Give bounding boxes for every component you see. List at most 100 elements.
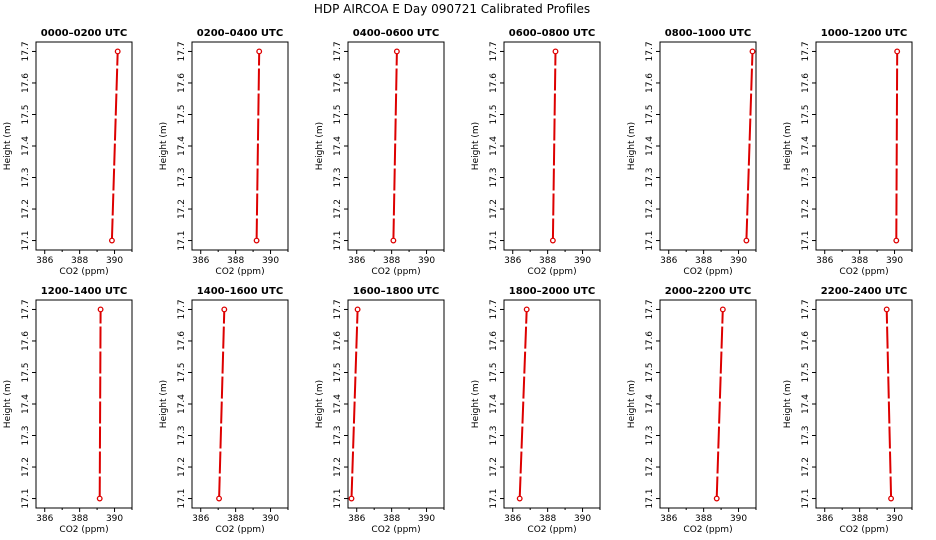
y-tick-label: 17.5 bbox=[801, 362, 811, 382]
x-axis-label: CO2 (ppm) bbox=[59, 267, 108, 277]
y-axis-label: Height (m) bbox=[783, 122, 793, 170]
figure-title: HDP AIRCOA E Day 090721 Calibrated Profi… bbox=[314, 2, 590, 16]
x-tick-label: 390 bbox=[262, 514, 279, 524]
y-tick-label: 17.5 bbox=[489, 362, 499, 382]
y-tick-label: 17.3 bbox=[21, 167, 31, 187]
x-axis-label: CO2 (ppm) bbox=[683, 267, 732, 277]
y-tick-label: 17.4 bbox=[21, 394, 31, 414]
y-tick-label: 17.1 bbox=[21, 489, 31, 509]
y-tick-label: 17.7 bbox=[801, 299, 811, 319]
panel-7: 1200–1400 UTC 386 388 390 17.1 17.2 17.3 17.4 17… bbox=[3, 286, 133, 535]
y-tick-label: 17.3 bbox=[177, 167, 187, 187]
y-tick-label: 17.5 bbox=[177, 362, 187, 382]
y-tick-label: 17.7 bbox=[333, 299, 343, 319]
y-axis-label: Height (m) bbox=[159, 380, 169, 428]
y-tick-label: 17.6 bbox=[333, 73, 343, 93]
panel-5: 0800–1000 UTC 386 388 390 17.1 17.2 17.3 17.4 17… bbox=[627, 28, 757, 277]
y-tick-label: 17.6 bbox=[645, 73, 655, 93]
profile-point bbox=[894, 48, 901, 55]
profile-point bbox=[743, 237, 750, 244]
panel-title: 1000–1200 UTC bbox=[821, 28, 907, 39]
y-tick-label: 17.4 bbox=[333, 136, 343, 156]
panel-8: 1400–1600 UTC 386 388 390 17.1 17.2 17.3 17.4 17… bbox=[159, 286, 289, 535]
panel-10: 1800–2000 UTC 386 388 390 17.1 17.2 17.3 17.4 17… bbox=[471, 286, 601, 535]
x-tick-label: 390 bbox=[574, 256, 591, 266]
plot-frame bbox=[659, 41, 757, 251]
profile-point bbox=[108, 237, 115, 244]
x-tick-label: 386 bbox=[504, 256, 521, 266]
x-tick-label: 388 bbox=[71, 256, 88, 266]
x-tick-label: 390 bbox=[418, 514, 435, 524]
y-tick-label: 17.1 bbox=[489, 231, 499, 251]
plot-frame bbox=[659, 299, 757, 509]
x-tick-label: 390 bbox=[574, 514, 591, 524]
y-tick-label: 17.6 bbox=[489, 331, 499, 351]
panel-title: 1800–2000 UTC bbox=[509, 286, 595, 297]
y-tick-label: 17.2 bbox=[21, 199, 31, 219]
x-axis-label: CO2 (ppm) bbox=[371, 267, 420, 277]
plot-frame bbox=[347, 299, 445, 509]
y-tick-label: 17.5 bbox=[177, 104, 187, 124]
x-tick-label: 388 bbox=[695, 256, 712, 266]
x-tick-label: 386 bbox=[192, 514, 209, 524]
profile-line bbox=[715, 309, 724, 499]
y-tick-label: 17.2 bbox=[489, 457, 499, 477]
y-tick-label: 17.2 bbox=[21, 457, 31, 477]
panel-title: 2200–2400 UTC bbox=[821, 286, 907, 297]
panel-title: 0000–0200 UTC bbox=[41, 28, 127, 39]
y-tick-label: 17.5 bbox=[489, 104, 499, 124]
plot-frame bbox=[35, 299, 133, 509]
y-tick-label: 17.2 bbox=[801, 199, 811, 219]
profile-line bbox=[218, 309, 226, 499]
y-tick-label: 17.5 bbox=[21, 104, 31, 124]
profile-point bbox=[523, 306, 530, 313]
profile-point bbox=[216, 495, 223, 502]
y-tick-label: 17.7 bbox=[489, 41, 499, 61]
profile-point bbox=[221, 306, 228, 313]
y-tick-label: 17.1 bbox=[333, 489, 343, 509]
panel-11: 2000–2200 UTC 386 388 390 17.1 17.2 17.3 17.4 17… bbox=[627, 286, 757, 535]
x-axis-label: CO2 (ppm) bbox=[683, 525, 732, 535]
profile-point bbox=[114, 48, 121, 55]
plot-frame bbox=[815, 299, 913, 509]
plot-frame bbox=[503, 41, 601, 251]
x-axis-label: CO2 (ppm) bbox=[839, 267, 888, 277]
panel-grid: 0000–0200 UTC 386 388 390 17.1 17.2 17.3 17.4 17… bbox=[3, 28, 913, 535]
x-tick-label: 390 bbox=[730, 256, 747, 266]
y-tick-label: 17.3 bbox=[645, 167, 655, 187]
y-tick-label: 17.1 bbox=[177, 489, 187, 509]
y-tick-label: 17.2 bbox=[489, 199, 499, 219]
x-tick-label: 388 bbox=[227, 256, 244, 266]
y-axis-label: Height (m) bbox=[783, 380, 793, 428]
x-tick-label: 388 bbox=[851, 514, 868, 524]
y-tick-label: 17.7 bbox=[645, 41, 655, 61]
profile-line bbox=[895, 51, 899, 241]
profile-point bbox=[354, 306, 361, 313]
profile-point bbox=[713, 495, 720, 502]
y-tick-label: 17.2 bbox=[333, 199, 343, 219]
profile-point bbox=[549, 237, 556, 244]
x-axis-label: CO2 (ppm) bbox=[527, 267, 576, 277]
y-tick-label: 17.6 bbox=[177, 73, 187, 93]
y-tick-label: 17.6 bbox=[801, 73, 811, 93]
y-axis-label: Height (m) bbox=[471, 380, 481, 428]
y-axis-label: Height (m) bbox=[3, 380, 13, 428]
y-axis-label: Height (m) bbox=[627, 380, 637, 428]
y-axis-label: Height (m) bbox=[315, 122, 325, 170]
x-tick-label: 388 bbox=[539, 514, 556, 524]
y-tick-label: 17.5 bbox=[333, 362, 343, 382]
y-tick-label: 17.6 bbox=[645, 331, 655, 351]
x-tick-label: 390 bbox=[886, 256, 903, 266]
panel-title: 0600–0800 UTC bbox=[509, 28, 595, 39]
y-tick-label: 17.4 bbox=[177, 394, 187, 414]
panel-4: 0600–0800 UTC 386 388 390 17.1 17.2 17.3 17.4 17… bbox=[471, 28, 601, 277]
x-tick-label: 390 bbox=[262, 256, 279, 266]
y-tick-label: 17.7 bbox=[489, 299, 499, 319]
x-tick-label: 386 bbox=[816, 256, 833, 266]
y-tick-label: 17.3 bbox=[801, 425, 811, 445]
plot-frame bbox=[503, 299, 601, 509]
x-tick-label: 388 bbox=[383, 514, 400, 524]
y-tick-label: 17.1 bbox=[645, 231, 655, 251]
profile-point bbox=[516, 495, 523, 502]
